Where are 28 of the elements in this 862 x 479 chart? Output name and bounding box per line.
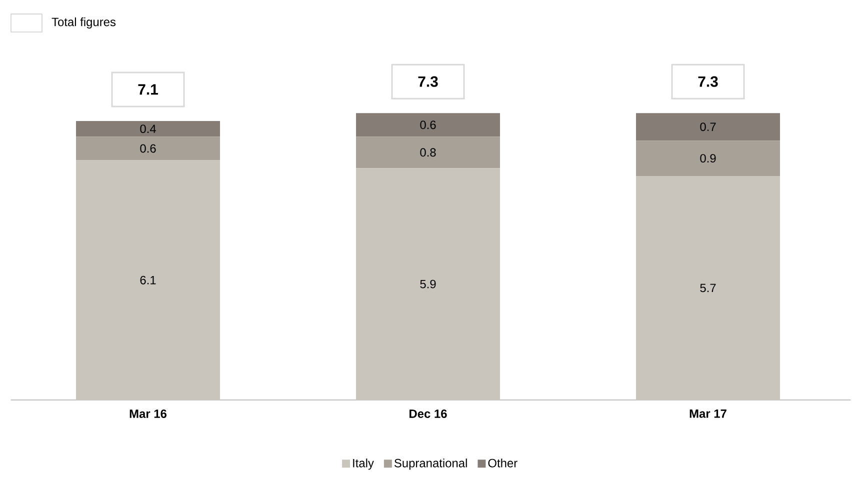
bar [356,136,500,168]
x-tick-label: Mar 17 [690,410,726,418]
legend-label: Other [488,458,518,468]
bar [636,176,780,400]
data-label: 0.6 [140,144,156,153]
total-label: 7.3 [698,76,718,87]
total-label: 7.1 [138,84,158,95]
bar [76,160,220,400]
bar [636,140,780,176]
bar [636,113,780,141]
bar [76,136,220,160]
bar [356,113,500,137]
data-label: 0.4 [140,124,156,134]
data-label: 0.8 [420,148,436,157]
data-label: 0.9 [700,154,716,163]
x-tick-label: Dec 16 [410,410,447,418]
text: Total figures [52,17,116,29]
data-label: 0.6 [420,120,436,130]
legend-label: Italy [353,458,374,470]
data-label: 5.9 [420,280,436,288]
data-label: 6.1 [140,276,156,284]
data-label: 5.7 [700,284,716,292]
data-label: 0.7 [700,122,716,132]
bar [76,120,220,137]
x-tick-label: Mar 16 [130,410,167,418]
legend-label: Supranational [394,458,467,470]
total-label: 7.3 [418,76,438,87]
bar [356,168,500,400]
